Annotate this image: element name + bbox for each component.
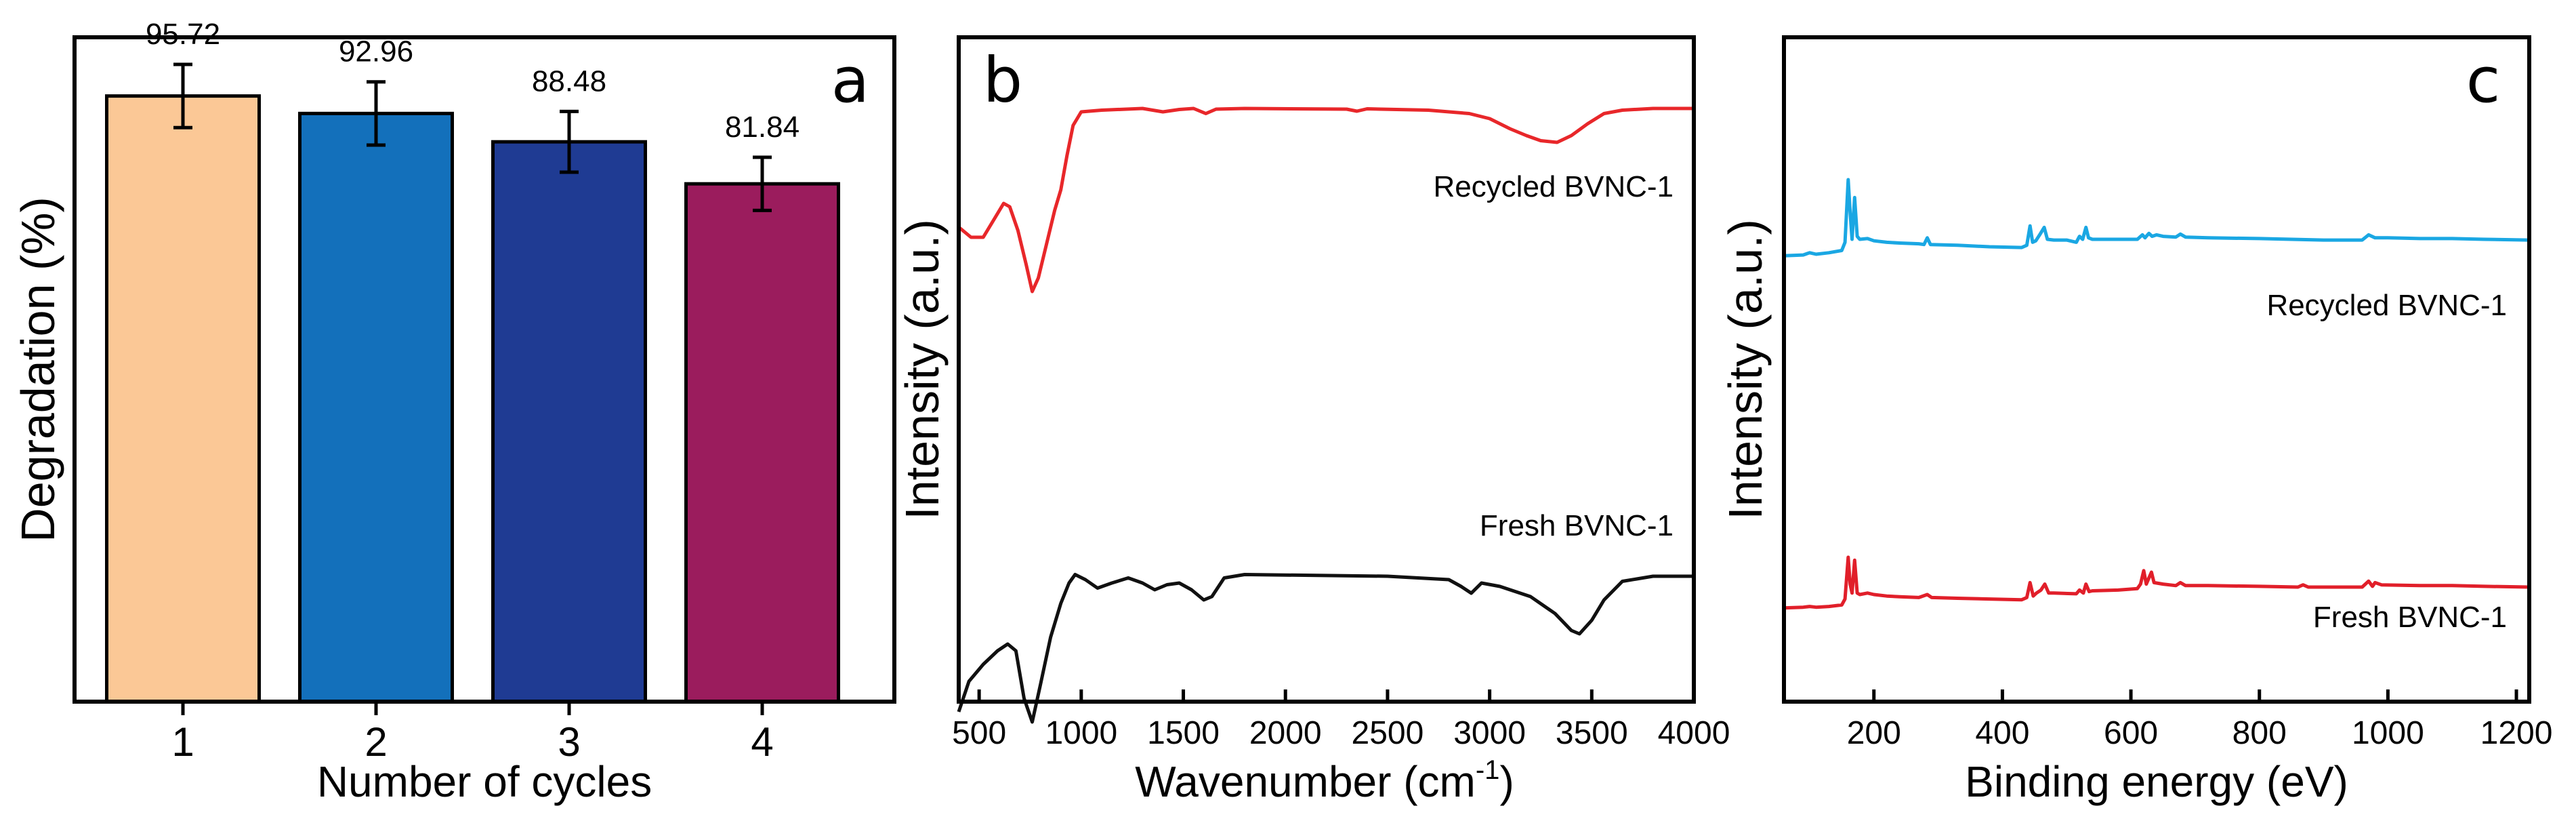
c-y-axis-title: Intensity (a.u.) bbox=[1719, 219, 1772, 520]
b-series-group bbox=[957, 106, 1694, 724]
b-y-axis-title: Intensity (a.u.) bbox=[896, 219, 949, 520]
b-x-tick-label-500: 500 bbox=[952, 715, 1006, 751]
b-x-tick-label-1500: 1500 bbox=[1147, 715, 1220, 751]
a-x-tick-label-4: 4 bbox=[751, 719, 773, 765]
b-series-recycled-line bbox=[957, 106, 1694, 294]
c-x-tick-label-400: 400 bbox=[1975, 715, 2029, 751]
b-x-tick-label-3000: 3000 bbox=[1453, 715, 1526, 751]
b-x-tick-label-1000: 1000 bbox=[1045, 715, 1117, 751]
bar-cycle-3 bbox=[491, 140, 647, 704]
bar-cycle-4 bbox=[684, 182, 840, 704]
c-series-label-fresh: Fresh BVNC-1 bbox=[2313, 601, 2507, 634]
value-label-2: 92.96 bbox=[339, 35, 413, 68]
a-x-tick-label-3: 3 bbox=[558, 719, 580, 765]
c-x-axis-title: Binding energy (eV) bbox=[1965, 757, 2348, 806]
a-panel-letter: a bbox=[831, 44, 869, 117]
b-x-ticks-group: 500 1000 1500 2000 2500 3000 3500 4000 bbox=[952, 689, 1730, 751]
c-series-label-recycled: Recycled BVNC-1 bbox=[2266, 289, 2507, 322]
b-plot-frame bbox=[957, 35, 1696, 704]
b-x-axis-title-tail: ) bbox=[1499, 757, 1514, 806]
panel-b: 500 1000 1500 2000 2500 3000 3500 4000 b Recycl… bbox=[896, 35, 1730, 806]
b-x-tick-label-2000: 2000 bbox=[1249, 715, 1322, 751]
b-series-label-recycled: Recycled BVNC-1 bbox=[1433, 170, 1674, 203]
b-x-tick-label-3500: 3500 bbox=[1556, 715, 1628, 751]
value-label-3: 88.48 bbox=[532, 64, 606, 98]
b-series-label-fresh: Fresh BVNC-1 bbox=[1480, 509, 1674, 542]
c-x-tick-label-1200: 1200 bbox=[2480, 715, 2553, 751]
b-x-axis-title-main: Wavenumber (cm bbox=[1135, 757, 1476, 806]
c-series-recycled-line bbox=[1783, 178, 2530, 258]
a-x-axis-title: Number of cycles bbox=[317, 757, 652, 806]
bar-cycle-1 bbox=[105, 94, 261, 704]
c-x-tick-label-600: 600 bbox=[2104, 715, 2158, 751]
b-x-axis-title-sup: -1 bbox=[1476, 755, 1500, 785]
value-label-1: 95.72 bbox=[146, 18, 220, 51]
a-bars-group bbox=[105, 94, 840, 704]
panel-c: 200 400 600 800 1000 1200 c Recycled BVNC-1 F… bbox=[1719, 35, 2553, 806]
b-x-axis-title: Wavenumber (cm-1) bbox=[1135, 755, 1514, 806]
c-x-tick-label-200: 200 bbox=[1847, 715, 1901, 751]
value-label-4: 81.84 bbox=[725, 111, 799, 144]
panel-a: 95.72 92.96 88.48 81.84 1 2 3 4 a Number of cy… bbox=[12, 18, 896, 806]
c-x-tick-label-1000: 1000 bbox=[2352, 715, 2424, 751]
bar-cycle-2 bbox=[298, 111, 454, 704]
c-panel-letter: c bbox=[2466, 44, 2501, 117]
c-x-ticks-group: 200 400 600 800 1000 1200 bbox=[1847, 689, 2553, 751]
c-series-fresh-line bbox=[1783, 555, 2530, 610]
b-x-tick-label-4000: 4000 bbox=[1658, 715, 1730, 751]
a-error-bars-group bbox=[173, 62, 772, 212]
a-x-tick-label-1: 1 bbox=[171, 719, 194, 765]
a-y-axis-title: Degradation (%) bbox=[12, 197, 64, 542]
b-x-tick-label-2500: 2500 bbox=[1352, 715, 1424, 751]
a-value-labels-group: 95.72 92.96 88.48 81.84 bbox=[146, 18, 799, 144]
a-x-tick-label-2: 2 bbox=[365, 719, 387, 765]
b-series-fresh-line bbox=[957, 573, 1694, 724]
a-plot-frame bbox=[72, 35, 896, 704]
c-series-group bbox=[1783, 178, 2530, 610]
c-plot-frame bbox=[1782, 35, 2531, 704]
c-x-tick-label-800: 800 bbox=[2232, 715, 2287, 751]
b-panel-letter: b bbox=[983, 44, 1022, 117]
a-x-ticks-group: 1 2 3 4 bbox=[171, 702, 774, 765]
